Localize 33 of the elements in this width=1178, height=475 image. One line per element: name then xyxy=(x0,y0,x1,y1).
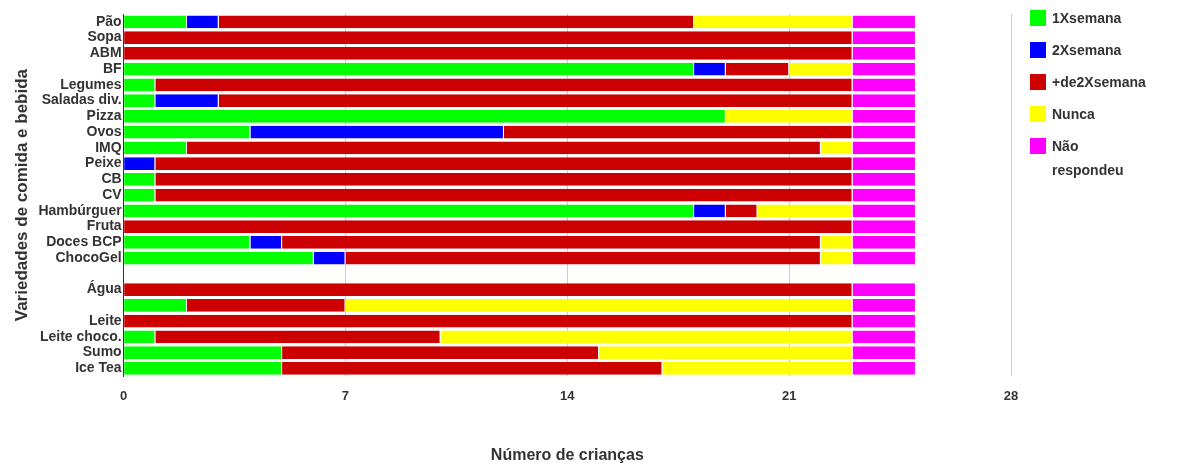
y-tick-label: CB xyxy=(101,170,122,187)
x-tick-label: 7 xyxy=(341,387,350,403)
y-tick-label: Água xyxy=(86,280,122,297)
y-axis-title: Variedades de comida e bebida xyxy=(11,68,31,322)
legend-label: 2Xsemana xyxy=(1052,41,1122,60)
y-tick-label: IMQ xyxy=(95,138,122,155)
y-tick-label: Leite xyxy=(88,311,122,328)
y-tick-label: Hambúrguer xyxy=(38,201,123,218)
y-tick-label: Doces BCP xyxy=(46,233,122,250)
y-tick-label: ChocoGel xyxy=(55,248,122,265)
y-tick-label: Saladas div. xyxy=(41,91,122,108)
legend-label: +de2Xsemana xyxy=(1052,73,1146,92)
y-tick-label: Legumes xyxy=(60,75,122,92)
y-tick-label: Fruta xyxy=(86,217,122,234)
legend-label: Não respondeu xyxy=(1052,137,1125,180)
y-tick-label: Sopa xyxy=(87,28,122,45)
x-tick-label: 0 xyxy=(120,387,128,403)
x-tick-label: 21 xyxy=(781,387,797,403)
x-tick-label: 14 xyxy=(560,387,576,403)
x-axis-title: Número de crianças xyxy=(490,445,644,463)
legend-label: Nunca xyxy=(1052,105,1095,124)
y-tick-label: BF xyxy=(102,59,123,76)
y-tick-label: ABM xyxy=(89,44,122,61)
legend-label: 1Xsemana xyxy=(1052,9,1122,28)
y-tick-label: Peixe xyxy=(85,154,122,171)
y-tick-label: Pão xyxy=(95,12,122,29)
y-tick-label: Pizza xyxy=(86,107,122,124)
x-tick-label: 28 xyxy=(1003,387,1019,403)
y-tick-label: Leite choco. xyxy=(39,327,122,344)
y-tick-label: Ovos xyxy=(86,122,122,139)
y-tick-label: CV xyxy=(102,185,123,202)
y-tick-label: Sumo xyxy=(82,343,122,360)
y-tick-label: Ice Tea xyxy=(75,359,122,376)
